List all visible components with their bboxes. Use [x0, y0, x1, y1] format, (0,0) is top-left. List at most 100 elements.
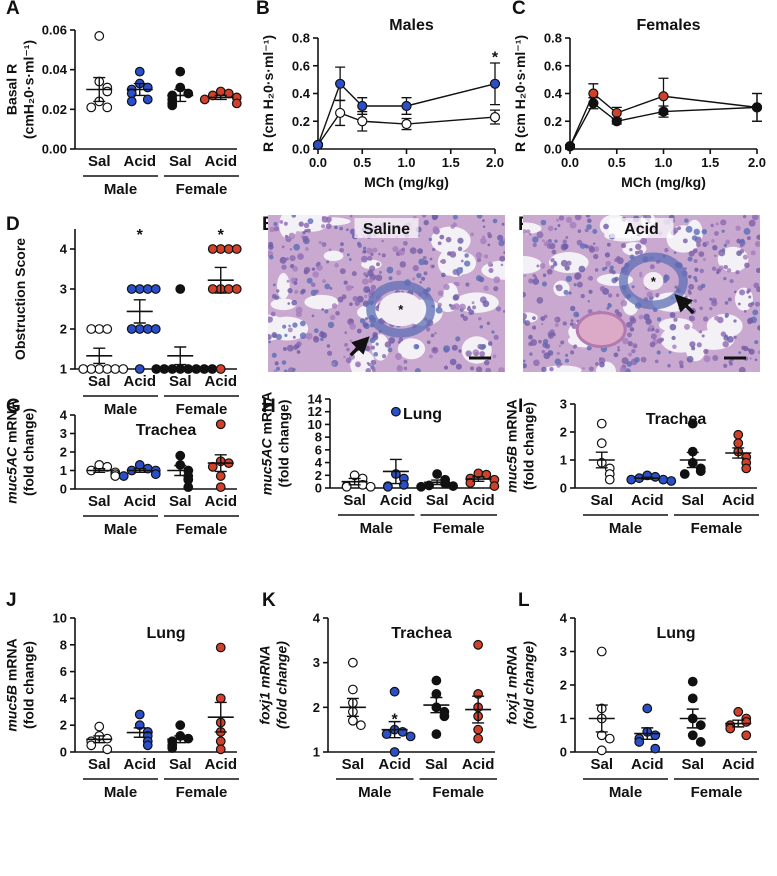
cell-nucleus [714, 231, 719, 236]
cell-nucleus [523, 274, 526, 277]
air-space [323, 250, 344, 262]
cell-nucleus [564, 358, 570, 363]
cell-nucleus [684, 295, 688, 299]
cell-nucleus [703, 348, 709, 355]
x-tick-label: 2.0 [486, 155, 504, 170]
data-point [588, 98, 599, 109]
cell-nucleus [669, 323, 677, 331]
group-label: Male [104, 521, 137, 538]
data-point [175, 364, 186, 374]
cell-nucleus [585, 215, 591, 218]
cell-nucleus [587, 300, 590, 303]
cell-nucleus [574, 215, 582, 221]
cell-nucleus [746, 290, 750, 294]
y-tick-label: 0 [60, 745, 67, 760]
cell-nucleus [274, 361, 279, 366]
data-point [431, 729, 442, 740]
cell-nucleus [541, 281, 547, 287]
data-point [355, 720, 366, 731]
error-bar [93, 76, 106, 103]
cell-nucleus [437, 241, 442, 246]
cell-nucleus [754, 340, 759, 345]
cell-nucleus [478, 317, 482, 321]
cell-nucleus [437, 290, 444, 297]
panel-title: Acid [624, 221, 659, 238]
y-axis-label: (fold change) [21, 641, 37, 729]
cell-nucleus [723, 264, 728, 270]
cell-nucleus [295, 306, 303, 314]
cell-nucleus [449, 251, 457, 258]
y-tick-label: 0.0 [292, 142, 310, 157]
cell-nucleus [501, 222, 505, 226]
data-point [207, 284, 218, 294]
cell-nucleus [646, 291, 653, 298]
cell-nucleus [313, 335, 318, 341]
cell-nucleus [621, 243, 627, 249]
cell-nucleus [483, 359, 490, 366]
cell-nucleus [346, 228, 349, 232]
y-axis-label-part: R (cm H₂0·s·ml⁻¹) [260, 35, 276, 152]
y-axis-label-part: (fold change) [521, 641, 537, 729]
cell-nucleus [431, 215, 439, 220]
y-axis-label-part: mRNA [504, 399, 520, 446]
cell-nucleus [286, 344, 294, 352]
data-point [215, 482, 226, 493]
cell-nucleus [492, 218, 498, 224]
cell-nucleus [302, 231, 306, 235]
cell-nucleus [714, 254, 717, 258]
y-tick-label: 1 [60, 463, 67, 478]
cell-nucleus [472, 305, 477, 310]
group-label: Male [104, 181, 137, 198]
cell-nucleus [457, 246, 463, 252]
cell-nucleus [696, 342, 702, 348]
y-axis-label-part: Obstruction Score [12, 238, 28, 360]
error-bar [93, 735, 106, 744]
cell-nucleus [727, 297, 732, 302]
data-point [215, 364, 226, 374]
cell-nucleus [542, 273, 547, 277]
data-point [215, 419, 226, 430]
cell-nucleus [721, 248, 726, 253]
data-point [398, 479, 409, 490]
error-bar [388, 720, 401, 739]
cell-nucleus [569, 221, 577, 229]
cell-nucleus [588, 289, 593, 294]
data-point [78, 364, 89, 374]
cell-nucleus [619, 366, 627, 372]
cell-nucleus [361, 255, 368, 263]
data-point [215, 471, 226, 481]
data-point [389, 686, 400, 697]
data-point [650, 743, 661, 754]
cell-nucleus [467, 305, 471, 309]
cell-nucleus [627, 332, 632, 338]
cell-nucleus [356, 241, 361, 246]
cell-nucleus [328, 248, 332, 252]
cell-nucleus [305, 332, 313, 340]
data-point [611, 107, 622, 119]
cell-nucleus [639, 271, 643, 275]
cell-nucleus [270, 311, 276, 317]
error-bar [595, 451, 608, 469]
data-point [611, 116, 622, 127]
data-point [159, 364, 170, 374]
cell-nucleus [702, 316, 709, 322]
cell-nucleus [750, 250, 756, 256]
cell-nucleus [326, 260, 330, 264]
cell-nucleus [710, 223, 714, 228]
cell-nucleus [711, 297, 717, 304]
cell-nucleus [321, 216, 325, 219]
x-tick-label: Acid [204, 756, 237, 773]
cell-nucleus [709, 307, 713, 311]
cell-nucleus [475, 275, 483, 282]
error-bar [93, 467, 106, 474]
cell-nucleus [304, 229, 308, 233]
cell-nucleus [756, 234, 760, 240]
y-axis-label-part: mRNA [259, 392, 275, 439]
cell-nucleus [733, 290, 737, 294]
data-point [175, 450, 186, 461]
airway-wall [366, 280, 436, 338]
cell-nucleus [566, 260, 572, 266]
cell-nucleus [755, 267, 760, 273]
cell-nucleus [364, 294, 368, 299]
cell-nucleus [476, 366, 483, 372]
